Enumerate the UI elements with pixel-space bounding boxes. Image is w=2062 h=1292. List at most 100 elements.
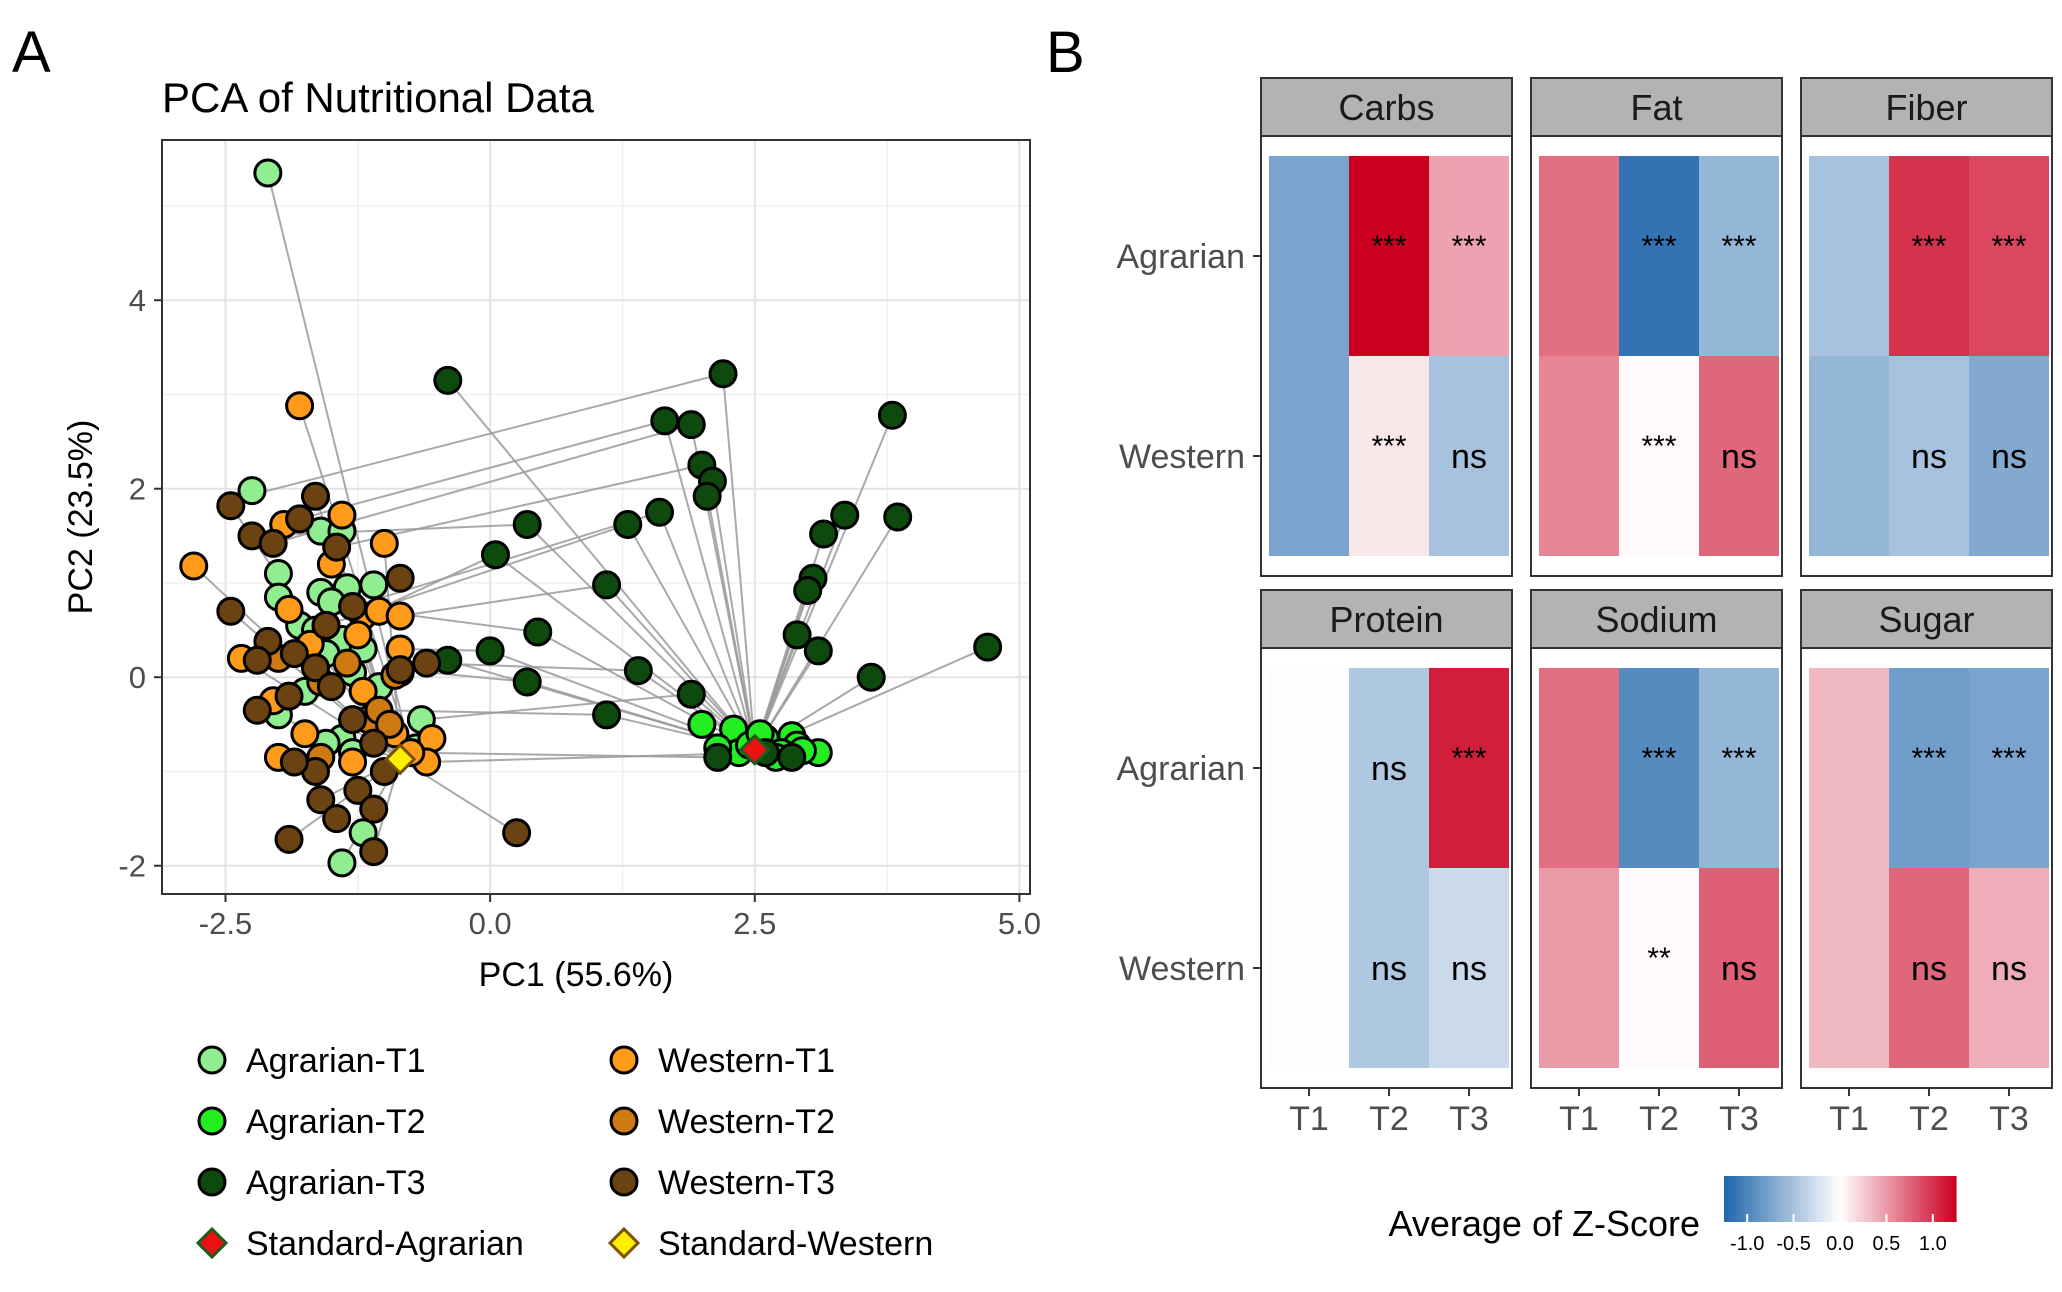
point-a3	[856, 662, 886, 692]
point-a3	[480, 540, 510, 570]
significance-label: ***	[1641, 430, 1676, 463]
x-tick-label: 2.5	[733, 906, 776, 941]
point-a3	[613, 510, 643, 540]
colorbar-segment	[1904, 1176, 1909, 1222]
heat-cell	[1889, 668, 1969, 868]
colorbar-tick-label: -0.5	[1776, 1233, 1810, 1255]
colorbar-tick-label: 0.0	[1826, 1233, 1854, 1255]
point-a3	[803, 636, 833, 666]
colorbar-segment	[1772, 1176, 1777, 1222]
point-w3	[216, 596, 246, 626]
connection-line	[658, 511, 756, 751]
heat-cell	[1969, 356, 2049, 556]
significance-label: ns	[1991, 950, 2027, 988]
point-w1	[369, 528, 399, 558]
point-a1	[253, 158, 283, 188]
point-a3	[676, 410, 706, 440]
y-tick-label: 2	[129, 472, 146, 507]
point-w3	[322, 532, 352, 562]
point-a1	[359, 570, 389, 600]
significance-label: ns	[1721, 438, 1757, 476]
point-w3	[338, 705, 368, 735]
col-label: T3	[1449, 1100, 1489, 1138]
point-w3	[343, 775, 373, 805]
significance-label: ns	[1371, 950, 1407, 988]
colorbar-segment	[1804, 1176, 1809, 1222]
point-w3	[242, 695, 272, 725]
colorbar-segment	[1880, 1176, 1885, 1222]
heat-cell	[1429, 156, 1509, 356]
legend-key-w3	[609, 1167, 639, 1197]
point-w2	[332, 648, 362, 678]
heat-cell	[1269, 668, 1349, 868]
significance-label: ***	[1911, 742, 1946, 775]
legend-key-a1	[197, 1045, 227, 1075]
colorbar-segment	[1824, 1176, 1829, 1222]
heat-cell	[1619, 156, 1699, 356]
facet-title: Protein	[1329, 599, 1443, 640]
legend-label: Western-T3	[658, 1164, 835, 1202]
heat-cell	[1969, 156, 2049, 356]
col-label: T3	[1719, 1100, 1759, 1138]
heat-cell	[1969, 868, 2049, 1068]
point-w3	[311, 610, 341, 640]
colorbar-segment	[1748, 1176, 1753, 1222]
legend-key-a3	[197, 1167, 227, 1197]
facet-strip	[1800, 589, 2053, 649]
row-label: Western	[1119, 438, 1245, 476]
colorbar-segment	[1820, 1176, 1825, 1222]
facet-strip	[1530, 589, 1783, 649]
colorbar-segment	[1940, 1176, 1945, 1222]
significance-label: ***	[1371, 230, 1406, 263]
col-label: T3	[1989, 1100, 2029, 1138]
point-w3	[274, 681, 304, 711]
point-w1	[290, 719, 320, 749]
connection-line	[722, 373, 756, 750]
colorbar-segment	[1884, 1176, 1889, 1222]
colorbar-segment	[1752, 1176, 1757, 1222]
significance-label: ns	[1911, 438, 1947, 476]
point-w3	[216, 491, 246, 521]
point-w3	[385, 655, 415, 685]
significance-label: **	[1647, 942, 1671, 975]
significance-label: ns	[1721, 950, 1757, 988]
point-w3	[274, 824, 304, 854]
legend-key-sw	[607, 1226, 641, 1260]
row-label: Western	[1119, 950, 1245, 988]
facet-fiber: Fiber *** *** ns ns	[1800, 77, 2053, 577]
facet-border	[1260, 135, 1513, 577]
colorbar-segment	[1808, 1176, 1813, 1222]
significance-label: ns	[1451, 438, 1487, 476]
legend-label: Agrarian-T2	[246, 1103, 426, 1141]
point-a3	[475, 636, 505, 666]
heat-cell	[1539, 868, 1619, 1068]
point-a3	[645, 497, 675, 527]
colorbar-segment	[1828, 1176, 1833, 1222]
heat-cell	[1699, 356, 1779, 556]
significance-label: ***	[1991, 742, 2026, 775]
legend-label: Agrarian-T3	[246, 1164, 426, 1202]
connection-line	[299, 419, 666, 520]
y-tick-label: 4	[129, 283, 146, 318]
heat-cell	[1699, 868, 1779, 1068]
heat-cell	[1699, 668, 1779, 868]
point-w3	[279, 747, 309, 777]
significance-label: ***	[1911, 230, 1946, 263]
connection-line	[421, 693, 692, 721]
connection-line	[700, 464, 756, 750]
significance-label: ***	[1641, 230, 1676, 263]
point-w3	[300, 653, 330, 683]
point-a3	[883, 502, 913, 532]
point-w3	[258, 528, 288, 558]
significance-label: ***	[1371, 430, 1406, 463]
colorbar-segment	[1872, 1176, 1877, 1222]
connection-line	[410, 751, 718, 759]
heat-cell	[1429, 868, 1509, 1068]
facet-title: Fiber	[1885, 87, 1967, 128]
colorbar-segment	[1900, 1176, 1905, 1222]
facet-title: Sugar	[1878, 599, 1974, 640]
heat-cell	[1619, 868, 1699, 1068]
point-w1	[348, 676, 378, 706]
facet-strip	[1800, 77, 2053, 137]
colorbar-segment	[1896, 1176, 1901, 1222]
